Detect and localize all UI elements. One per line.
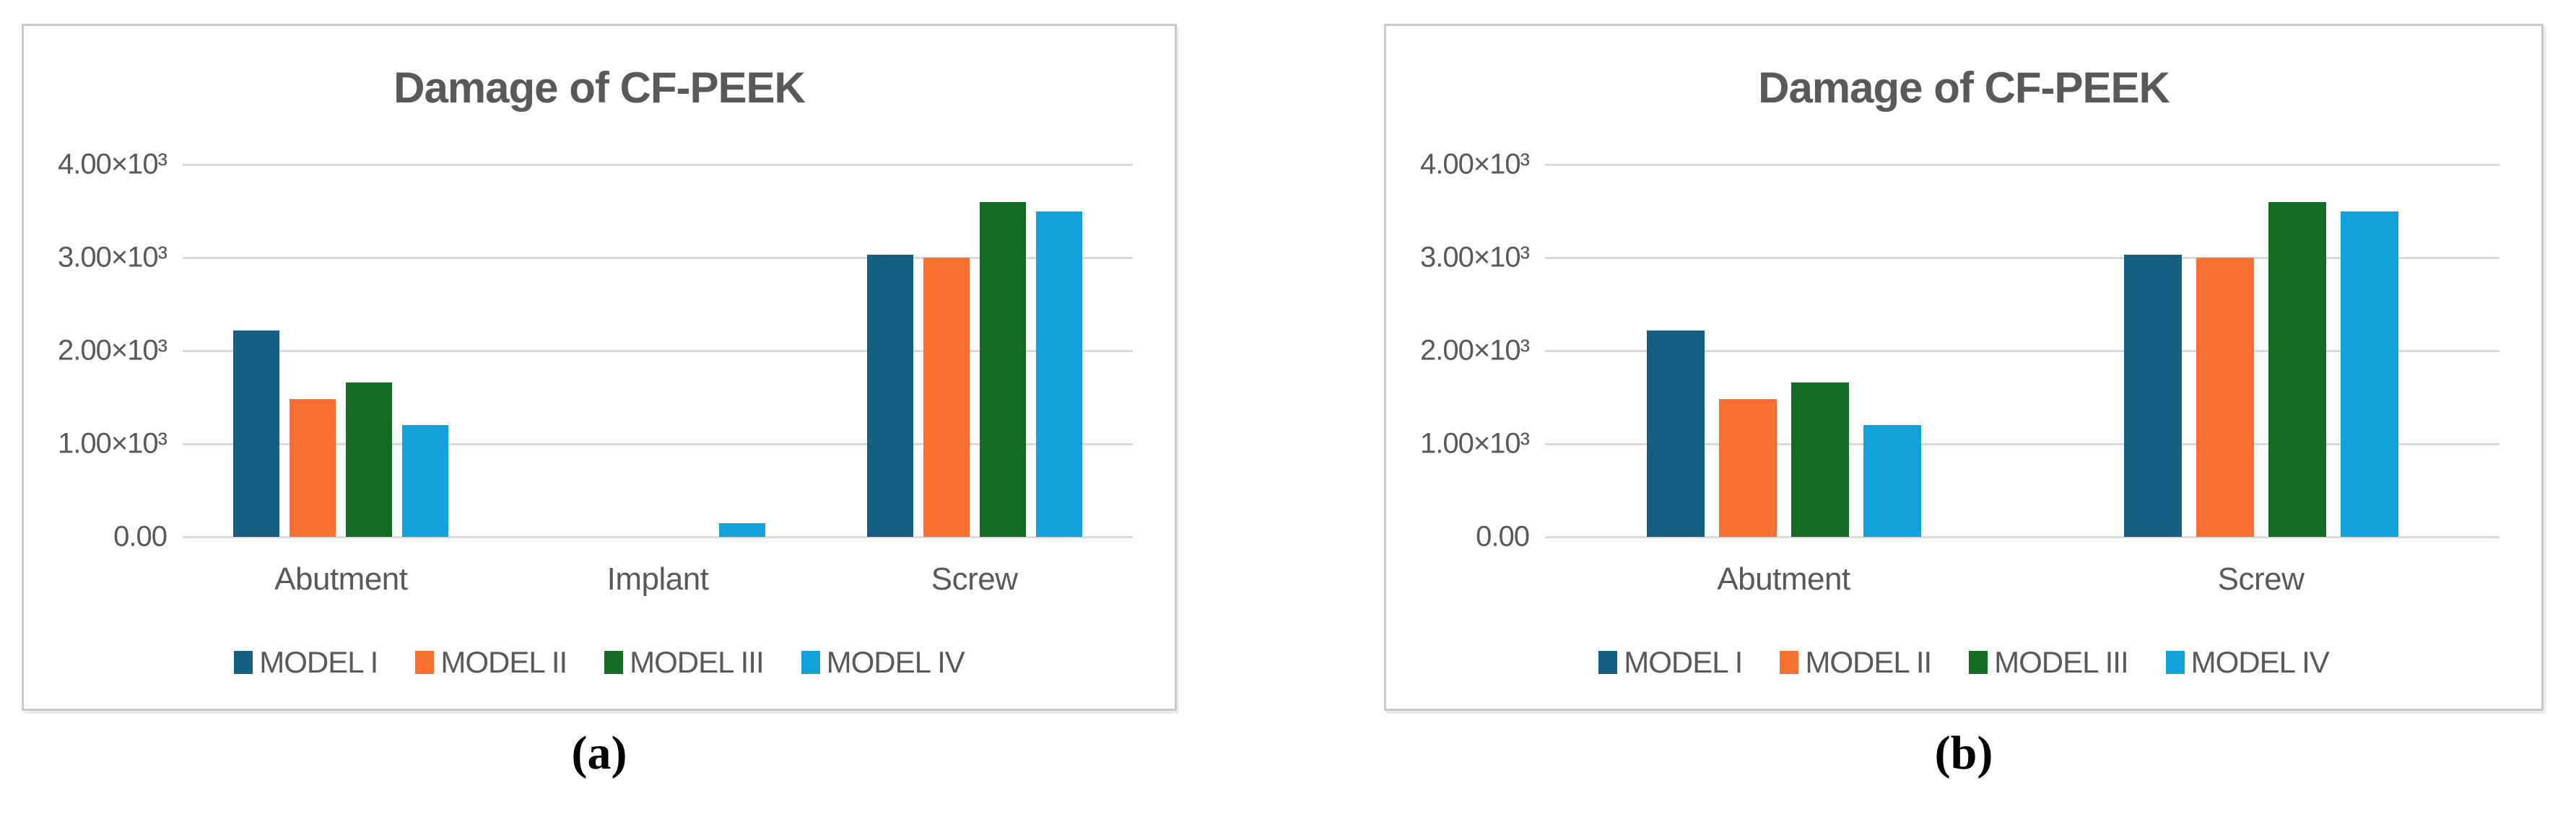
legend-swatch-model-iii — [1969, 651, 1988, 674]
legend-swatch-model-iv — [801, 651, 820, 674]
y-tick-label: 4.00×10³ — [57, 148, 167, 180]
legend: MODEL I MODEL II MODEL III MODEL IV — [1386, 645, 2541, 680]
bar-screw-model-i — [2123, 255, 2182, 537]
bar-screw-model-i — [866, 255, 913, 537]
legend-item-model-iii: MODEL III — [604, 645, 765, 680]
y-tick-label: 4.00×10³ — [1419, 148, 1530, 180]
legend-label-model-iii: MODEL III — [1994, 645, 2128, 679]
y-tick-label: 1.00×10³ — [1419, 427, 1530, 460]
y-axis: 4.00×10³ 3.00×10³ 2.00×10³ 1.00×10³ 0.00 — [1386, 149, 1530, 553]
x-axis-label-abutment: Abutment — [274, 561, 408, 597]
bar-abutment-model-iii — [1790, 382, 1849, 537]
bar-group-screw — [2123, 165, 2398, 537]
gridline — [183, 257, 1133, 259]
legend-label-model-ii: MODEL II — [1805, 645, 1932, 679]
gridline — [183, 350, 1133, 352]
gridline — [183, 443, 1133, 445]
legend-swatch-model-i — [1598, 651, 1618, 674]
x-axis-label-screw: Screw — [931, 561, 1018, 597]
legend-label-model-i: MODEL I — [259, 645, 378, 679]
bar-screw-model-iii — [979, 201, 1026, 537]
gridline — [183, 164, 1133, 166]
legend-item-model-ii: MODEL II — [415, 645, 567, 680]
legend-item-model-i: MODEL I — [234, 645, 378, 680]
bar-abutment-model-i — [1646, 330, 1705, 537]
bar-implant-model-iv — [718, 522, 765, 537]
chart-title: Damage of CF-PEEK — [393, 64, 806, 112]
bar-screw-model-iii — [2268, 201, 2326, 537]
y-tick-label: 2.00×10³ — [1419, 334, 1530, 367]
legend-item-model-iv: MODEL IV — [2165, 645, 2330, 680]
legend-swatch-model-ii — [415, 651, 435, 674]
y-tick-label: 3.00×10³ — [57, 241, 167, 273]
x-axis-label-screw: Screw — [2217, 561, 2305, 597]
bar-group-screw — [866, 165, 1082, 537]
gridline — [1545, 257, 2499, 259]
bar-abutment-model-ii — [1718, 399, 1777, 537]
bar-groups — [1545, 165, 2499, 537]
bar-screw-model-iv — [2340, 211, 2398, 537]
y-tick-label: 2.00×10³ — [57, 334, 167, 367]
legend-item-model-iii: MODEL III — [1969, 645, 2129, 680]
x-axis-labels: Abutment Screw — [1545, 561, 2499, 598]
bar-screw-model-ii — [2196, 258, 2254, 537]
legend-label-model-ii: MODEL II — [440, 645, 567, 679]
x-axis-label-implant: Implant — [606, 561, 709, 597]
legend-label-model-i: MODEL I — [1624, 645, 1743, 679]
legend-swatch-model-i — [234, 651, 253, 674]
chart-panel-a: Damage of CF-PEEK 4.00×10³ 3.00×10³ 2.00×1… — [22, 24, 1177, 711]
x-axis-labels: Abutment Implant Screw — [183, 561, 1133, 598]
x-axis-label-abutment: Abutment — [1717, 561, 1850, 597]
plot-area — [1545, 164, 2499, 538]
legend-label-model-iv: MODEL IV — [2190, 645, 2330, 679]
legend-label-model-iv: MODEL IV — [826, 645, 965, 679]
gridline — [183, 536, 1133, 538]
y-tick-label: 0.00 — [1476, 520, 1530, 553]
chart-title: Damage of CF-PEEK — [1758, 64, 2170, 112]
bar-abutment-model-iv — [1863, 425, 1921, 537]
y-axis: 4.00×10³ 3.00×10³ 2.00×10³ 1.00×10³ 0.00 — [24, 149, 167, 553]
gridline — [1545, 536, 2499, 538]
bar-group-implant — [550, 165, 765, 537]
bar-group-abutment — [1646, 165, 1921, 537]
legend-item-model-i: MODEL I — [1598, 645, 1743, 680]
chart-panel-b: Damage of CF-PEEK 4.00×10³ 3.00×10³ 2.00×1… — [1384, 24, 2544, 711]
subfigure-caption-b: (b) — [1934, 727, 1993, 779]
legend-swatch-model-iv — [2165, 651, 2185, 674]
gridline — [1545, 443, 2499, 445]
subfigure-caption-a: (a) — [571, 727, 627, 779]
legend-item-model-ii: MODEL II — [1780, 645, 1932, 680]
bar-screw-model-ii — [923, 258, 970, 537]
y-tick-label: 0.00 — [113, 520, 167, 553]
bar-abutment-model-iv — [402, 425, 449, 537]
y-tick-label: 1.00×10³ — [57, 427, 167, 460]
bar-abutment-model-iii — [346, 382, 393, 537]
legend-item-model-iv: MODEL IV — [801, 645, 965, 680]
plot-area — [183, 164, 1133, 538]
legend-swatch-model-iii — [604, 651, 624, 674]
legend-label-model-iii: MODEL III — [630, 645, 764, 679]
bar-group-abutment — [233, 165, 449, 537]
gridline — [1545, 350, 2499, 352]
legend-swatch-model-ii — [1780, 651, 1799, 674]
bar-abutment-model-ii — [290, 399, 336, 537]
y-tick-label: 3.00×10³ — [1419, 241, 1530, 273]
gridline — [1545, 164, 2499, 166]
bar-abutment-model-i — [233, 330, 280, 537]
legend: MODEL I MODEL II MODEL III MODEL IV — [24, 645, 1175, 680]
bar-screw-model-iv — [1035, 211, 1082, 537]
bar-groups — [183, 165, 1133, 537]
